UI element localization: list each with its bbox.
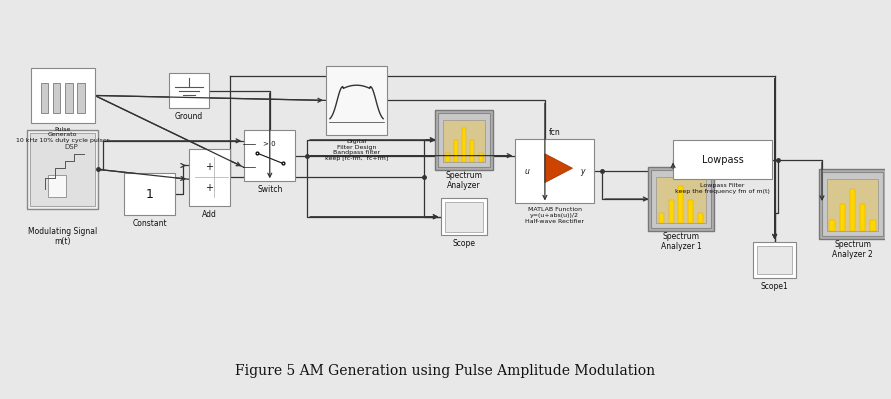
Bar	[244, 130, 296, 181]
Bar	[850, 189, 855, 231]
Bar	[649, 168, 714, 231]
Text: Add: Add	[202, 210, 217, 219]
Bar	[651, 170, 710, 227]
Text: Spectrum
Analyzer: Spectrum Analyzer	[446, 171, 483, 190]
Text: u: u	[525, 167, 529, 176]
Bar	[827, 179, 879, 231]
Text: Figure 5 AM Generation using Pulse Amplitude Modulation: Figure 5 AM Generation using Pulse Ampli…	[235, 364, 656, 379]
Text: Scope: Scope	[453, 239, 476, 249]
Text: +: +	[205, 183, 213, 193]
Bar	[30, 68, 94, 122]
Bar	[30, 133, 95, 206]
Text: > 0: > 0	[264, 141, 276, 147]
Bar	[819, 169, 886, 239]
Text: Spectrum
Analyzer 2: Spectrum Analyzer 2	[832, 240, 873, 259]
Bar	[699, 213, 703, 223]
Bar	[470, 140, 474, 162]
Bar	[28, 130, 98, 209]
Bar	[446, 202, 483, 231]
Text: Modulating Signal
m(t): Modulating Signal m(t)	[29, 227, 97, 246]
Text: DSP: DSP	[64, 144, 78, 150]
Bar	[169, 73, 208, 108]
Bar	[756, 246, 792, 274]
Bar	[65, 83, 73, 113]
Text: Scope1: Scope1	[761, 282, 789, 291]
Bar	[78, 83, 85, 113]
Bar	[438, 113, 490, 167]
Bar	[189, 149, 231, 206]
Polygon shape	[545, 154, 573, 183]
Bar	[839, 204, 845, 231]
Bar	[326, 66, 387, 135]
Bar	[48, 175, 66, 197]
Bar	[478, 153, 483, 162]
Bar	[444, 120, 485, 162]
Bar	[41, 83, 48, 113]
Text: Constant: Constant	[132, 219, 167, 228]
Bar	[454, 140, 458, 162]
Bar	[689, 200, 693, 223]
Bar	[462, 128, 466, 162]
Bar	[753, 243, 797, 278]
Text: Lowpass: Lowpass	[701, 154, 743, 164]
Bar	[860, 204, 865, 231]
Bar	[668, 200, 674, 223]
Text: y: y	[580, 167, 584, 176]
Bar	[830, 220, 835, 231]
Text: 1: 1	[145, 188, 153, 201]
Text: +: +	[205, 162, 213, 172]
Bar	[53, 83, 61, 113]
Text: fcn: fcn	[549, 128, 560, 137]
Text: Digital
Filter Design
Bandpass filter
keep [fc-fm,  fc+fm]: Digital Filter Design Bandpass filter ke…	[325, 139, 388, 161]
Text: MATLAB Function
y=(u+abs(u))/2
Half-wave Rectifier: MATLAB Function y=(u+abs(u))/2 Half-wave…	[526, 207, 584, 224]
Bar	[124, 174, 176, 215]
Bar	[871, 220, 876, 231]
Bar	[673, 140, 772, 179]
Bar	[822, 172, 883, 236]
Bar	[657, 177, 706, 223]
Text: Pulse
Generato
10 kHz 10% duty cycle pulser: Pulse Generato 10 kHz 10% duty cycle pul…	[16, 126, 110, 143]
Bar	[658, 213, 664, 223]
Text: Switch: Switch	[257, 185, 282, 194]
Text: Lowpass Filter
keep the frequency fm of m(t): Lowpass Filter keep the frequency fm of …	[675, 183, 770, 194]
Text: Ground: Ground	[175, 112, 203, 121]
Bar	[436, 110, 493, 170]
Bar	[441, 198, 486, 235]
Bar	[515, 139, 594, 203]
Bar	[679, 186, 683, 223]
Text: Spectrum
Analyzer 1: Spectrum Analyzer 1	[660, 231, 701, 251]
Bar	[446, 153, 450, 162]
